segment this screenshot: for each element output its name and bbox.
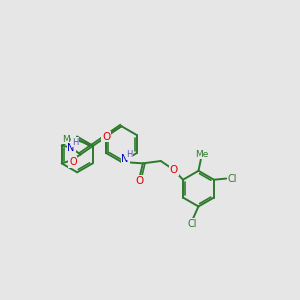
Text: O: O [69,157,77,167]
Text: N: N [68,142,75,153]
Text: O: O [136,176,144,186]
Text: Cl: Cl [188,219,197,229]
Text: H: H [72,138,78,147]
Text: Cl: Cl [228,173,237,184]
Text: Me: Me [62,134,76,143]
Text: O: O [102,132,110,142]
Text: O: O [170,165,178,175]
Text: Me: Me [195,150,209,159]
Text: N: N [122,154,129,164]
Text: H: H [126,150,133,159]
